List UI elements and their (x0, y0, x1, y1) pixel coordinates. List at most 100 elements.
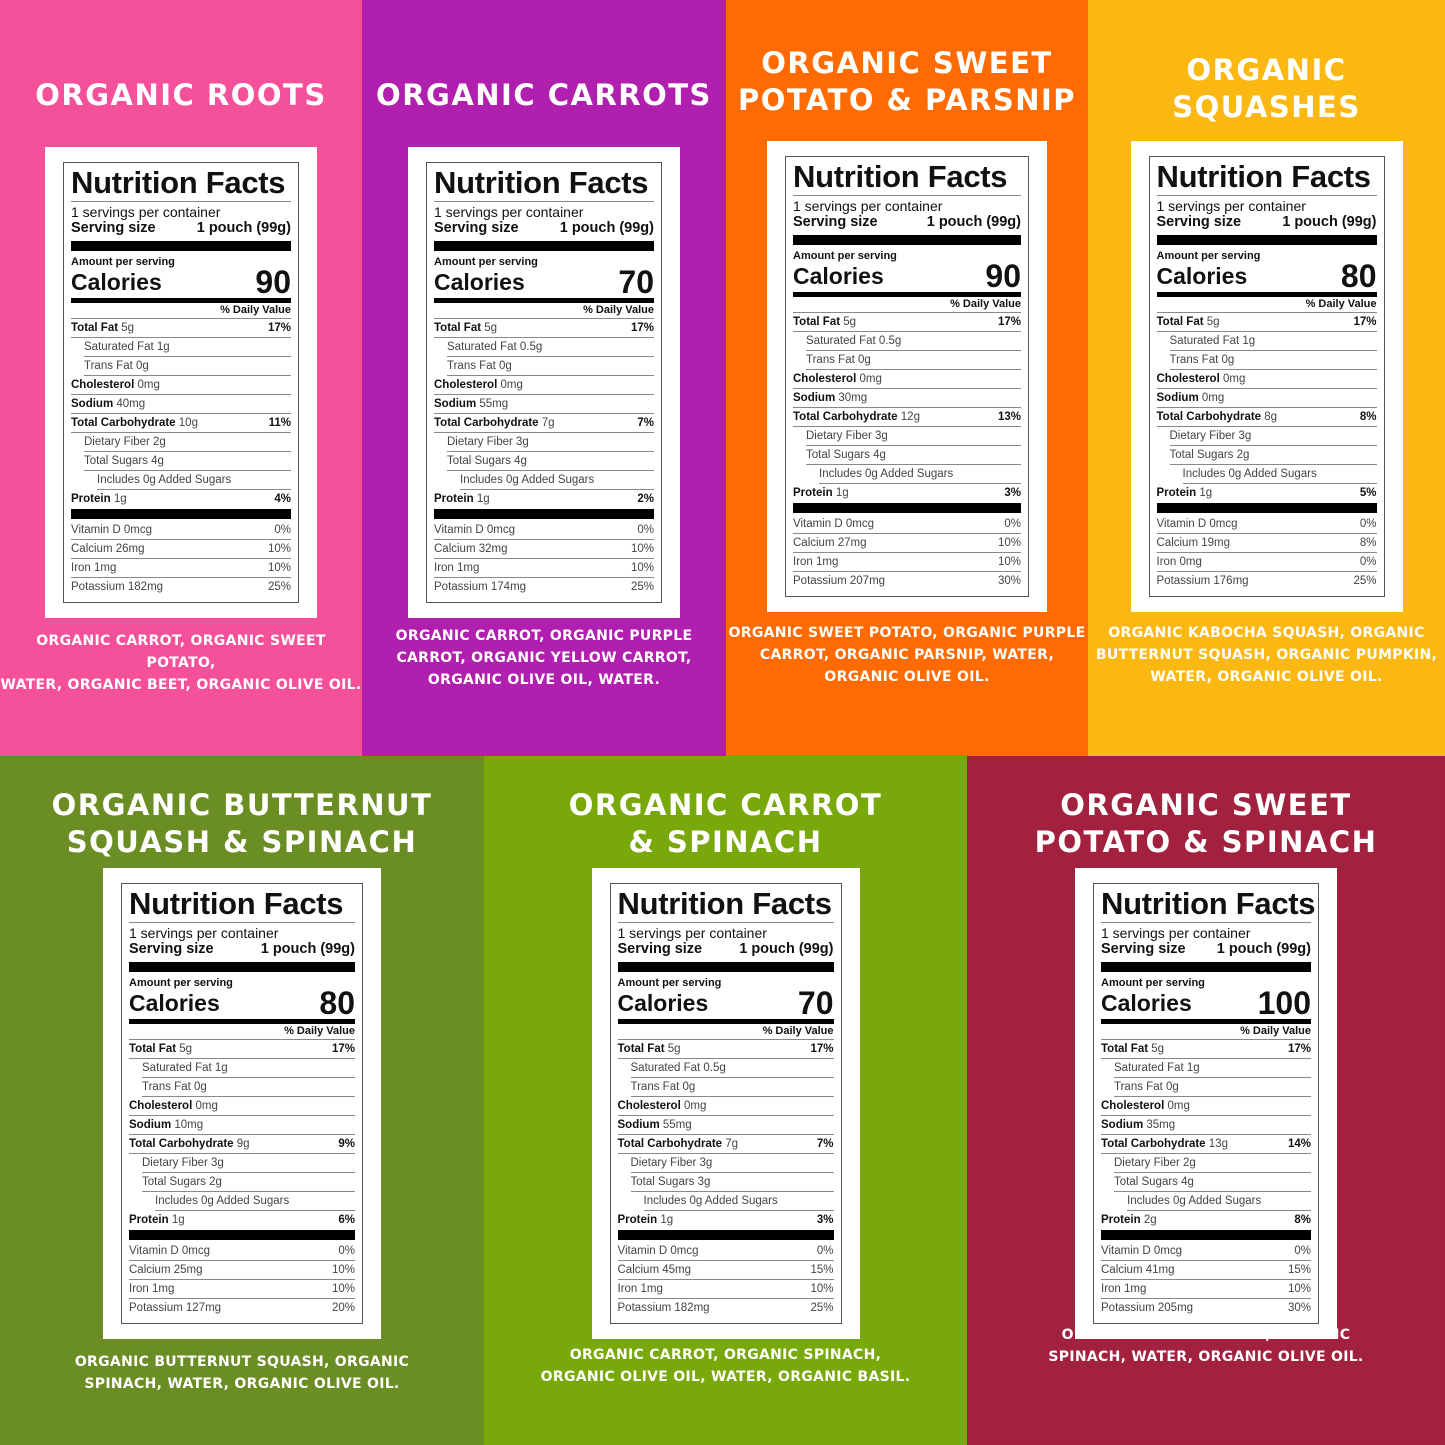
calories-label: Calories (129, 990, 220, 1016)
calories-label: Calories (793, 263, 884, 289)
vitamin-amount: 45mg (662, 1264, 692, 1276)
nutrient-name: Cholesterol (1156, 373, 1220, 385)
nutrient-row: Trans Fat 0g (447, 357, 654, 376)
calories-value: 90 (985, 258, 1021, 294)
label-heading: Nutrition Facts (71, 165, 291, 202)
label-heading: Nutrition Facts (1101, 886, 1316, 923)
nutrient-name-amount: Cholesterol 0mg (1101, 1097, 1190, 1115)
nutrition-facts-label: Nutrition Facts 1 servings per container S… (1093, 883, 1319, 1324)
product-panel: ORGANIC SWEET POTATO & PARSNIP Nutrition F… (726, 0, 1088, 756)
vitamin-amount: 1mg (457, 562, 480, 574)
nutrient-name-amount: Total Fat 5g (1101, 1040, 1164, 1058)
nutrient-name-amount: Saturated Fat 1g (142, 1059, 228, 1077)
serving-size-value: 1 pouch (99g) (260, 941, 355, 957)
nutrient-name: Trans Fat (1114, 1081, 1163, 1093)
nutrient-row: Saturated Fat 1g (84, 338, 291, 357)
nutrition-facts-label: Nutrition Facts 1 servings per container S… (785, 156, 1029, 597)
vitamin-name: Potassium (1101, 1302, 1155, 1314)
nutrient-amount: 3g (211, 1157, 224, 1169)
vitamin-amount: 182mg (127, 581, 164, 593)
product-panel: ORGANIC SQUASHES Nutrition Facts 1 serving… (1088, 0, 1445, 756)
vitamin-name-amount: Iron 1mg (129, 1280, 174, 1298)
nutrient-daily-value: 11% (268, 417, 291, 429)
calories-value: 70 (797, 985, 834, 1021)
nutrient-row: Dietary Fiber 2g (84, 433, 291, 452)
product-title: ORGANIC BUTTERNUT SQUASH & SPINACH (0, 780, 484, 868)
product-title-line: ORGANIC CARROT (568, 788, 883, 822)
nutrition-facts-label: Nutrition Facts 1 servings per container S… (63, 162, 299, 603)
nutrient-row: Trans Fat 0g (1169, 351, 1377, 370)
medium-divider (1156, 292, 1377, 297)
thick-divider (71, 509, 291, 519)
serving-size-label: Serving size (129, 941, 214, 957)
nutrient-name-amount: Cholesterol 0mg (1157, 370, 1246, 388)
vitamin-name: Iron (71, 562, 91, 574)
nutrient-daily-value: 8% (1359, 411, 1377, 423)
vitamin-row: Iron 1mg 10% (71, 559, 291, 578)
nutrient-name-amount: Sodium 10mg (129, 1116, 203, 1134)
vitamin-daily-value: 0% (1359, 518, 1377, 530)
nutrient-amount: 13g (1208, 1138, 1228, 1150)
nutrient-name: Sodium (1156, 392, 1199, 404)
serving-size-label: Serving size (71, 220, 156, 236)
amount-per-serving: Amount per serving (71, 256, 175, 268)
ingredients-line: WATER, ORGANIC OLIVE OIL. (1150, 669, 1383, 685)
nutrient-name: Trans Fat (84, 360, 133, 372)
vitamin-amount: 32mg (478, 543, 508, 555)
nutrient-name-amount: Includes 0g Added Sugars (819, 465, 953, 483)
nutrient-amount: 0mg (137, 379, 160, 391)
calories-label: Calories (1156, 263, 1248, 289)
nutrient-name: Total Carbohydrate (617, 1138, 723, 1150)
nutrient-name-amount: Protein 1g (793, 484, 849, 502)
nutrient-name: Sodium (793, 392, 836, 404)
nutrient-name: Dietary Fiber (1114, 1157, 1180, 1169)
thick-divider (793, 503, 1021, 513)
vitamin-name: Vitamin D (617, 1245, 668, 1257)
medium-divider (793, 292, 1021, 297)
vitamin-row: Vitamin D 0mcg 0% (71, 521, 291, 540)
calories-value: 90 (255, 264, 291, 300)
nutrient-daily-value: 17% (1353, 316, 1377, 328)
amount-per-serving: Amount per serving (1156, 250, 1261, 262)
vitamin-row: Iron 1mg 10% (129, 1280, 355, 1299)
nutrient-amount: 55mg (479, 398, 509, 410)
nutrient-name-amount: Includes 0g Added Sugars (97, 471, 231, 489)
vitamin-name-amount: Calcium 27mg (793, 534, 867, 552)
nutrient-name: Total Fat (71, 322, 119, 334)
nutrient-row: Includes 0g Added Sugars (1127, 1192, 1311, 1211)
thick-divider (793, 235, 1021, 245)
ingredients-line: CARROT, ORGANIC PARSNIP, WATER, (759, 647, 1055, 663)
nutrient-row: Total Carbohydrate 7g 7% (434, 414, 654, 433)
servings-per-container: 1 servings per container (129, 925, 279, 941)
thick-divider (129, 1230, 355, 1240)
vitamin-daily-value: 10% (630, 562, 654, 574)
nutrient-name: Total Sugars (84, 455, 148, 467)
product-title-line: ORGANIC CARROTS (376, 77, 712, 112)
nutrient-row: Total Carbohydrate 7g 7% (617, 1135, 834, 1154)
vitamin-daily-value: 10% (267, 543, 291, 555)
nutrient-amount: 0.5g (878, 335, 902, 347)
vitamin-amount: 41mg (1145, 1264, 1175, 1276)
label-heading: Nutrition Facts (617, 886, 834, 923)
nutrient-amount: 5g (484, 322, 498, 334)
medium-divider (1101, 1019, 1311, 1024)
ingredients-line: ORGANIC OLIVE OIL. (824, 669, 990, 685)
nutrition-facts-label: Nutrition Facts 1 servings per container S… (426, 162, 662, 603)
product-title-line: SQUASH & SPINACH (66, 825, 418, 859)
thick-divider (1156, 503, 1377, 513)
nutrient-row: Total Sugars 2g (1169, 446, 1377, 465)
product-title-line: ORGANIC BUTTERNUT (51, 788, 433, 822)
nutrient-name-amount: Total Fat 5g (71, 319, 134, 337)
daily-value-header: % Daily Value (71, 303, 291, 319)
nutrient-row: Total Sugars 4g (447, 452, 654, 471)
nutrient-amount: 4g (151, 455, 164, 467)
nutrient-amount: 8g (1264, 411, 1278, 423)
nutrient-name-amount: Total Carbohydrate 12g (793, 408, 920, 426)
nutrient-name: Saturated Fat (447, 341, 517, 353)
nutrient-amount: 3g (875, 430, 888, 442)
nutrition-label-card: Nutrition Facts 1 servings per container S… (1130, 141, 1403, 612)
nutrient-name: Includes 0g Added Sugars (643, 1195, 778, 1207)
serving-size-label: Serving size (617, 941, 703, 957)
nutrient-amount: 1g (156, 341, 170, 353)
nutrient-row: Cholesterol 0mg (617, 1097, 834, 1116)
